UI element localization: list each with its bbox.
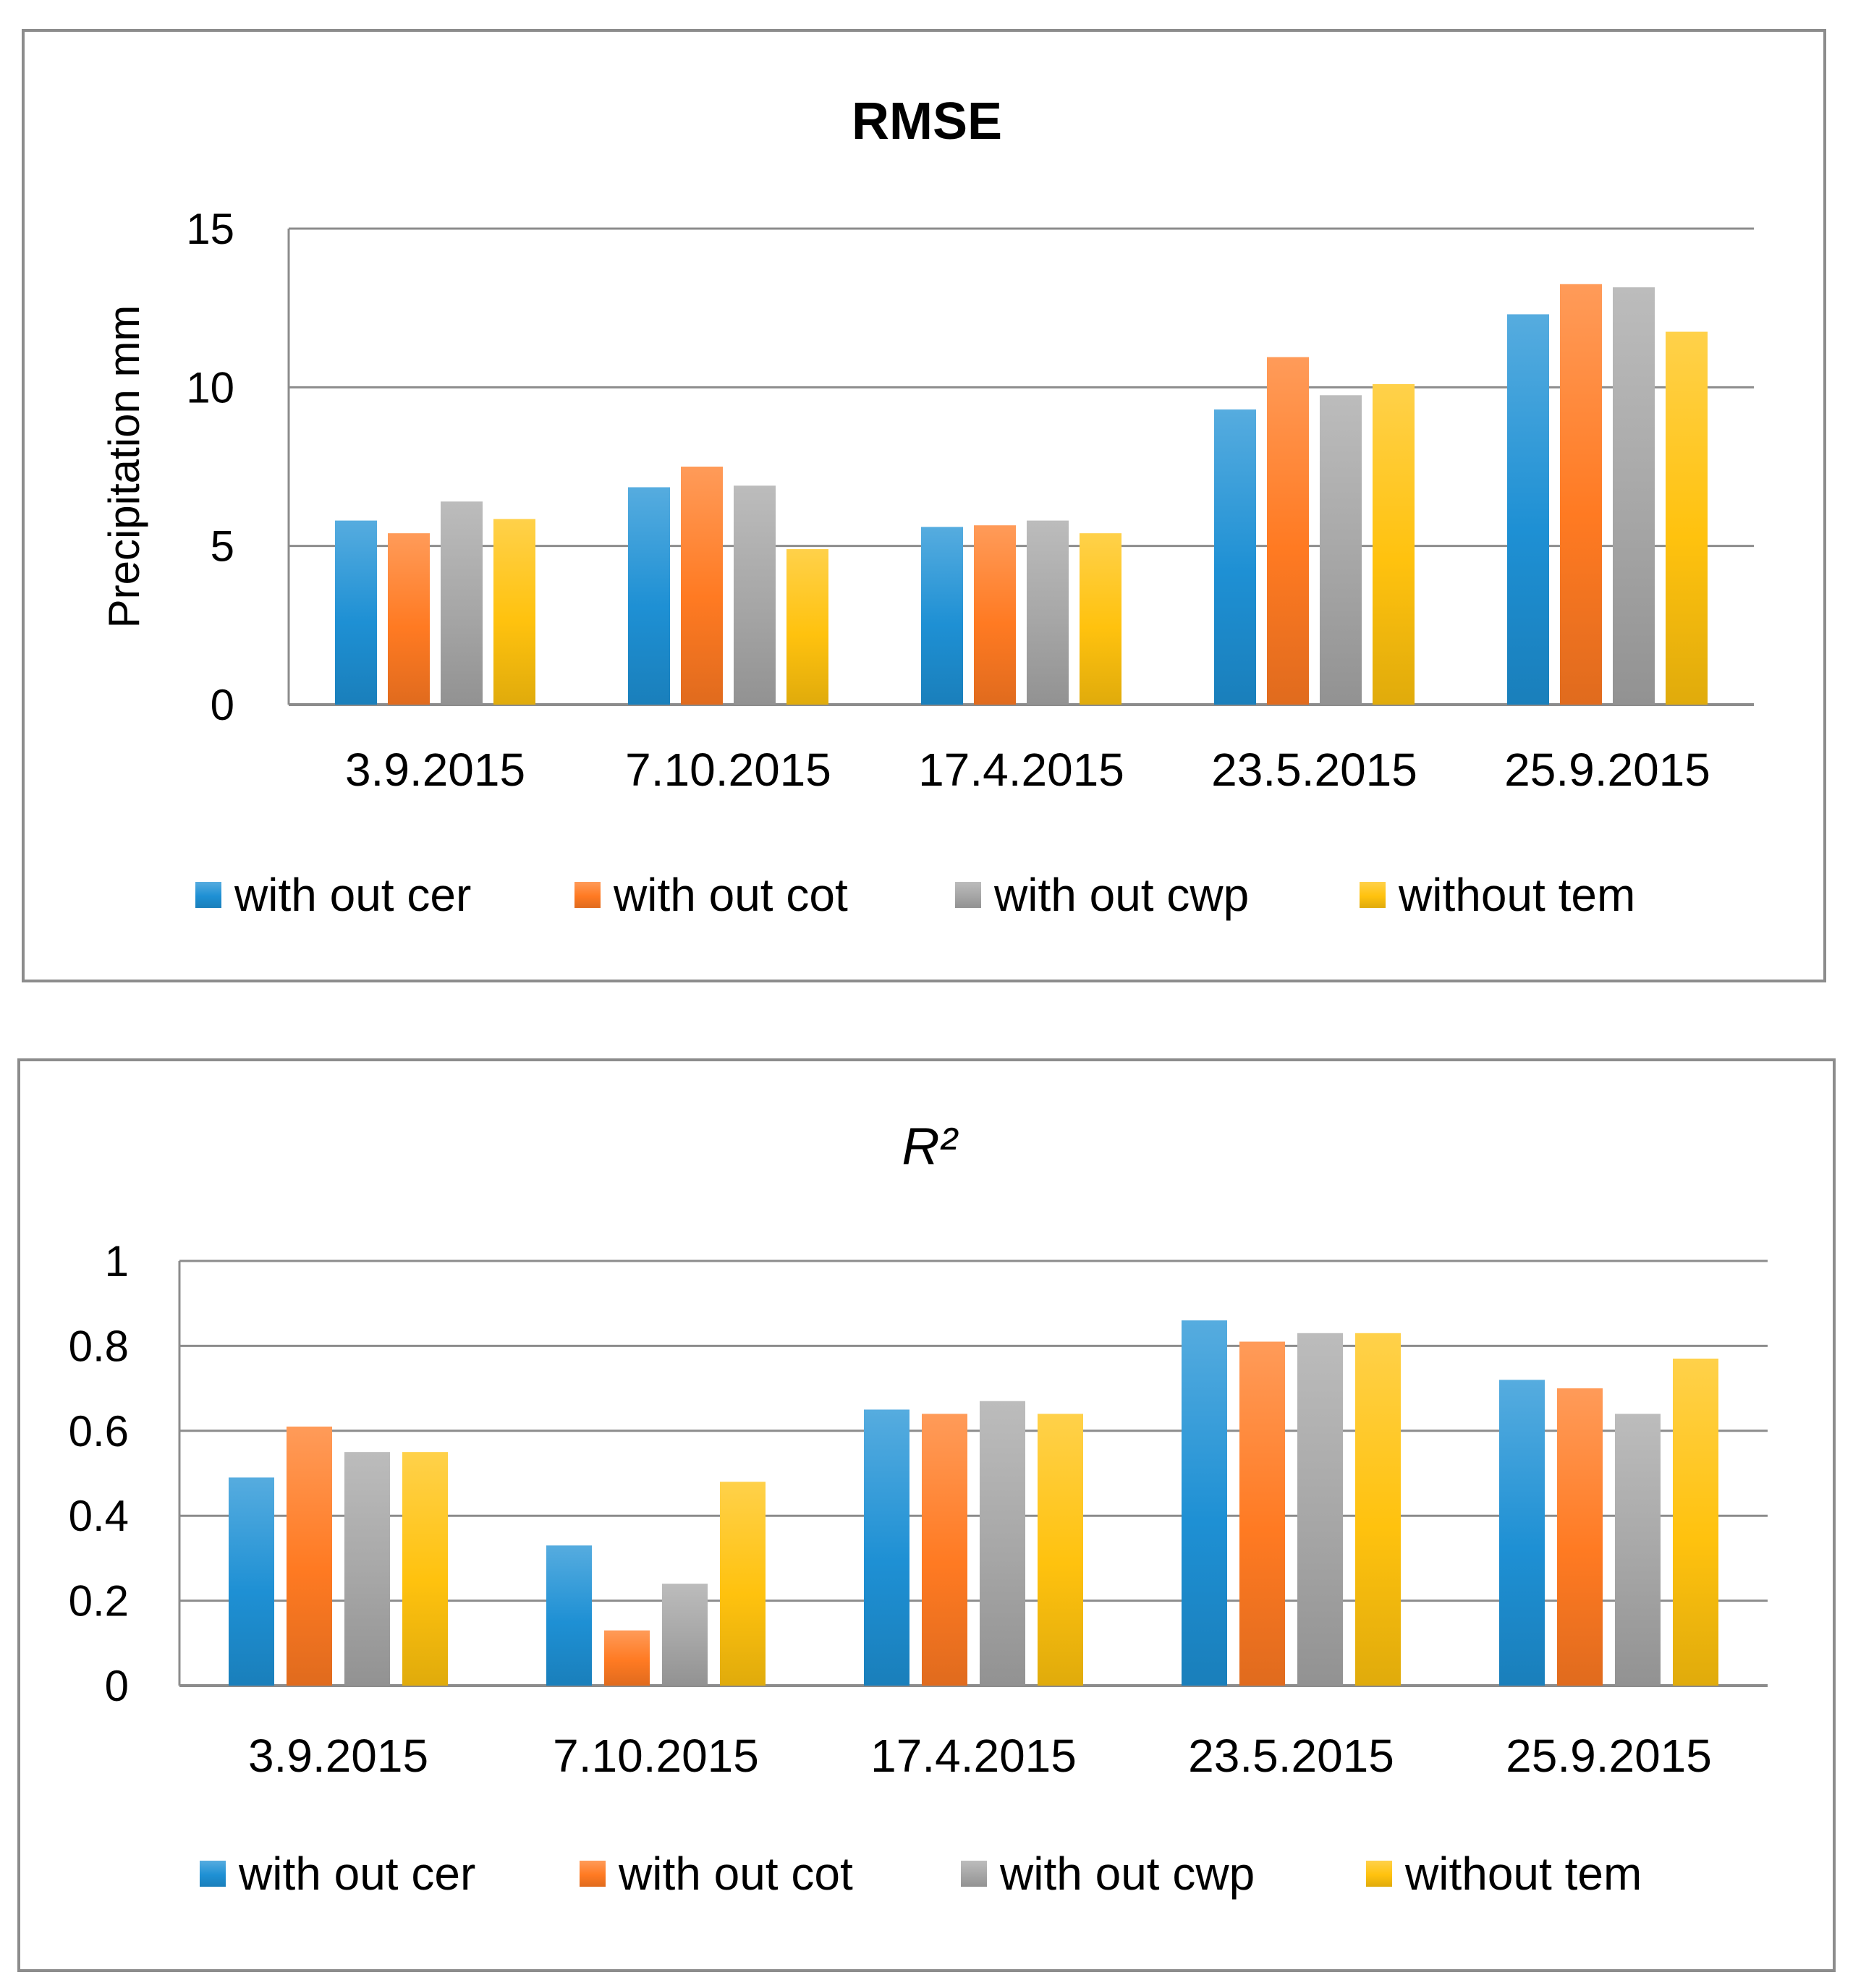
bar-with-out-cwp-3.9.2015 (344, 1452, 390, 1686)
y-axis-label: Precipitation mm (100, 305, 148, 629)
bar-without-tem-23.5.2015 (1373, 383, 1415, 705)
rmse-chart: RMSE 0 5 10 15 Precipitation mm 3.9.2015 7.10.2… (100, 93, 1754, 921)
chart-title: R² (902, 1118, 959, 1176)
x-category-label: 25.9.2015 (1506, 1730, 1712, 1782)
bar-without-tem-17.4.2015 (1080, 533, 1121, 705)
bar-with-out-cot-23.5.2015 (1267, 357, 1309, 705)
bar-with-out-cer-7.10.2015 (546, 1545, 592, 1686)
bar-with-out-cer-3.9.2015 (229, 1477, 274, 1686)
legend-swatch (574, 882, 601, 908)
bar-with-out-cer-7.10.2015 (628, 487, 670, 705)
x-category-label: 25.9.2015 (1504, 744, 1710, 796)
bar-without-tem-25.9.2015 (1666, 331, 1708, 705)
legend-swatch (195, 882, 221, 908)
bar-with-out-cwp-25.9.2015 (1613, 287, 1655, 705)
bar-with-out-cot-7.10.2015 (604, 1630, 650, 1686)
y-tick-label: 10 (186, 363, 234, 412)
bar-with-out-cwp-17.4.2015 (1027, 520, 1069, 705)
bar-with-out-cer-17.4.2015 (864, 1409, 909, 1686)
y-tick-label: 0.2 (69, 1577, 129, 1626)
bar-with-out-cer-3.9.2015 (335, 520, 377, 705)
legend-label: with out cwp (993, 869, 1249, 921)
y-tick-label: 15 (186, 205, 234, 253)
bar-with-out-cot-7.10.2015 (681, 467, 723, 705)
rmse-chart-panel: RMSE 0 5 10 15 Precipitation mm 3.9.2015 7.10.2… (22, 29, 1826, 982)
x-category-label: 3.9.2015 (248, 1730, 428, 1782)
y-tick-label: 0 (105, 1662, 129, 1710)
bar-with-out-cwp-7.10.2015 (662, 1584, 708, 1686)
x-category-label: 7.10.2015 (625, 744, 831, 796)
bar-with-out-cer-25.9.2015 (1507, 314, 1549, 705)
bar-with-out-cwp-23.5.2015 (1320, 395, 1362, 705)
bar-with-out-cer-23.5.2015 (1182, 1320, 1227, 1686)
legend-label: without tem (1404, 1848, 1642, 1900)
legend-swatch (1366, 1861, 1392, 1887)
bar-with-out-cer-17.4.2015 (921, 527, 963, 705)
legend-swatch (580, 1861, 606, 1887)
bar-without-tem-3.9.2015 (493, 519, 535, 705)
legend-swatch (200, 1861, 226, 1887)
bar-with-out-cot-25.9.2015 (1557, 1388, 1603, 1686)
y-tick-label: 1 (105, 1237, 129, 1286)
legend-label: with out cwp (999, 1848, 1255, 1900)
bar-with-out-cot-3.9.2015 (287, 1426, 332, 1686)
y-tick-label: 0.6 (69, 1407, 129, 1456)
bar-with-out-cot-17.4.2015 (974, 525, 1016, 705)
legend-swatch (955, 882, 981, 908)
bar-with-out-cwp-3.9.2015 (441, 501, 483, 705)
bar-without-tem-23.5.2015 (1355, 1333, 1401, 1686)
y-tick-label: 0.8 (69, 1322, 129, 1370)
x-category-label: 17.4.2015 (918, 744, 1124, 796)
bar-with-out-cwp-23.5.2015 (1297, 1333, 1343, 1686)
bar-without-tem-17.4.2015 (1038, 1414, 1083, 1686)
bar-without-tem-7.10.2015 (786, 549, 828, 705)
legend-label: with out cot (613, 869, 848, 921)
legend-swatch (961, 1861, 987, 1887)
bar-with-out-cot-17.4.2015 (922, 1414, 967, 1686)
bar-with-out-cer-25.9.2015 (1499, 1380, 1545, 1686)
chart-title: RMSE (852, 93, 1002, 150)
bar-with-out-cot-25.9.2015 (1560, 284, 1602, 705)
x-category-label: 7.10.2015 (553, 1730, 759, 1782)
r2-chart: R² 0 0.2 0.4 0.6 0.8 1 3.9.2015 7.10.2015 17.4.20… (69, 1118, 1768, 1900)
x-category-label: 23.5.2015 (1188, 1730, 1394, 1782)
legend-swatch (1360, 882, 1386, 908)
legend-label: without tem (1398, 869, 1635, 921)
y-tick-label: 0 (211, 681, 234, 729)
legend-label: with out cer (238, 1848, 475, 1900)
bar-with-out-cwp-7.10.2015 (734, 485, 776, 705)
legend-label: with out cer (234, 869, 471, 921)
bar-with-out-cer-23.5.2015 (1214, 409, 1256, 705)
bar-without-tem-3.9.2015 (402, 1452, 448, 1686)
bar-with-out-cot-23.5.2015 (1239, 1341, 1285, 1686)
legend-label: with out cot (618, 1848, 853, 1900)
x-category-label: 3.9.2015 (345, 744, 525, 796)
bar-without-tem-25.9.2015 (1673, 1359, 1718, 1686)
y-tick-label: 0.4 (69, 1492, 129, 1540)
bar-with-out-cwp-25.9.2015 (1615, 1414, 1661, 1686)
bar-with-out-cot-3.9.2015 (388, 533, 430, 705)
x-category-label: 23.5.2015 (1211, 744, 1417, 796)
x-category-label: 17.4.2015 (870, 1730, 1077, 1782)
y-tick-label: 5 (211, 522, 234, 571)
bar-without-tem-7.10.2015 (720, 1482, 766, 1686)
bar-with-out-cwp-17.4.2015 (980, 1401, 1025, 1686)
r2-chart-panel: R² 0 0.2 0.4 0.6 0.8 1 3.9.2015 7.10.2015 17.4.20… (17, 1058, 1836, 1972)
